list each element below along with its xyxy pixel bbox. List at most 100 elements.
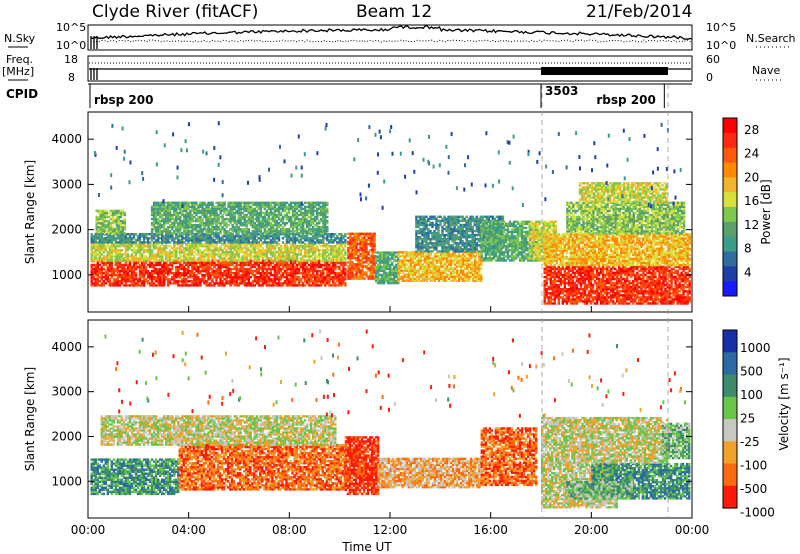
range-gate-cell bbox=[285, 276, 289, 279]
range-gate-cell bbox=[435, 261, 439, 264]
range-gate-cell bbox=[209, 230, 212, 233]
range-gate-cell bbox=[259, 228, 262, 231]
range-gate-cell bbox=[161, 232, 164, 235]
range-gate-cell bbox=[111, 232, 115, 235]
range-gate-cell bbox=[215, 213, 218, 217]
range-gate-cell bbox=[185, 253, 188, 256]
range-gate-cell bbox=[217, 207, 220, 211]
range-gate-cell bbox=[124, 249, 128, 252]
range-gate-cell bbox=[233, 226, 236, 229]
range-gate-cell bbox=[293, 243, 297, 246]
range-gate-cell bbox=[261, 253, 265, 256]
range-gate-cell bbox=[161, 239, 164, 242]
range-gate-cell bbox=[213, 211, 216, 215]
range-gate-cell bbox=[291, 282, 295, 285]
range-gate-cell bbox=[253, 209, 256, 213]
range-gate-cell bbox=[126, 257, 130, 260]
range-gate-cell bbox=[247, 237, 250, 240]
range-gate-cell bbox=[169, 267, 172, 271]
range-gate-cell bbox=[439, 255, 443, 258]
range-gate-cell bbox=[322, 232, 325, 235]
range-gate-cell bbox=[245, 278, 248, 281]
range-gate-cell bbox=[423, 275, 427, 278]
range-gate-cell bbox=[334, 239, 337, 242]
range-gate-cell bbox=[291, 280, 295, 283]
range-gate-cell bbox=[243, 243, 246, 246]
range-gate-cell bbox=[269, 224, 273, 227]
range-gate-cell bbox=[347, 240, 350, 244]
range-gate-cell bbox=[297, 213, 301, 217]
range-gate-cell bbox=[215, 245, 218, 248]
range-gate-cell bbox=[205, 272, 208, 275]
range-gate-cell bbox=[213, 247, 216, 250]
range-gate-cell bbox=[277, 226, 281, 229]
range-gate-cell bbox=[271, 230, 275, 233]
range-gate-cell bbox=[107, 224, 110, 227]
range-gate-cell bbox=[387, 273, 390, 277]
range-gate-cell bbox=[179, 255, 182, 258]
range-gate-cell bbox=[231, 259, 234, 262]
range-gate-cell bbox=[334, 249, 337, 252]
range-gate-cell bbox=[349, 236, 352, 240]
range-gate-cell bbox=[173, 226, 176, 229]
range-gate-cell bbox=[241, 249, 244, 252]
range-gate-cell bbox=[96, 265, 99, 269]
range-gate-cell bbox=[122, 267, 126, 271]
range-gate-cell bbox=[157, 209, 160, 213]
range-gate-cell bbox=[227, 253, 230, 256]
range-gate-cell bbox=[409, 265, 412, 268]
range-gate-cell bbox=[245, 284, 248, 287]
range-gate-cell bbox=[193, 276, 196, 279]
range-gate-cell bbox=[293, 235, 297, 238]
range-gate-cell bbox=[269, 251, 273, 254]
range-gate-cell bbox=[201, 211, 204, 215]
range-gate-cell bbox=[347, 275, 350, 278]
range-gate-cell bbox=[193, 235, 196, 238]
range-gate-cell bbox=[277, 261, 281, 265]
range-gate-cell bbox=[312, 207, 315, 211]
range-gate-cell bbox=[209, 274, 212, 277]
range-gate-cell bbox=[316, 284, 319, 287]
range-gate-cell bbox=[179, 265, 182, 269]
range-gate-cell bbox=[263, 215, 267, 219]
range-gate-cell bbox=[187, 267, 190, 271]
range-gate-cell bbox=[275, 267, 279, 271]
range-gate-cell bbox=[273, 233, 277, 236]
range-gate-cell bbox=[285, 280, 289, 283]
range-gate-cell bbox=[138, 274, 142, 277]
range-gate-cell bbox=[253, 269, 256, 273]
range-gate-cell bbox=[359, 244, 362, 248]
range-gate-cell bbox=[112, 235, 116, 238]
range-gate-cell bbox=[102, 241, 105, 244]
cpid-segment-label: rbsp 200 bbox=[94, 93, 153, 107]
range-gate-cell bbox=[100, 243, 103, 246]
range-gate-cell bbox=[187, 284, 190, 287]
range-gate-cell bbox=[301, 272, 305, 275]
range-gate-cell bbox=[253, 226, 256, 229]
range-gate-cell bbox=[265, 263, 269, 267]
range-gate-cell bbox=[293, 209, 297, 213]
range-gate-cell bbox=[159, 230, 162, 233]
range-gate-cell bbox=[261, 249, 265, 252]
range-gate-cell bbox=[193, 274, 196, 277]
range-gate-cell bbox=[429, 261, 433, 264]
range-gate-cell bbox=[233, 261, 236, 265]
range-gate-cell bbox=[308, 222, 311, 225]
range-gate-cell bbox=[140, 241, 144, 244]
range-gate-cell bbox=[275, 230, 279, 233]
range-gate-cell bbox=[283, 249, 287, 252]
range-gate-cell bbox=[326, 245, 329, 248]
range-gate-cell bbox=[322, 222, 325, 225]
range-gate-cell bbox=[157, 263, 160, 267]
range-gate-cell bbox=[185, 237, 188, 240]
range-gate-cell bbox=[314, 255, 317, 258]
range-gate-cell bbox=[355, 250, 358, 254]
range-gate-cell bbox=[318, 228, 321, 231]
range-gate-cell bbox=[118, 263, 122, 267]
range-gate-cell bbox=[205, 207, 208, 211]
range-gate-cell bbox=[291, 278, 295, 281]
range-gate-cell bbox=[189, 239, 192, 242]
range-gate-cell bbox=[183, 237, 186, 240]
cpid-label: CPID bbox=[6, 87, 38, 101]
range-gate-cell bbox=[245, 209, 248, 213]
